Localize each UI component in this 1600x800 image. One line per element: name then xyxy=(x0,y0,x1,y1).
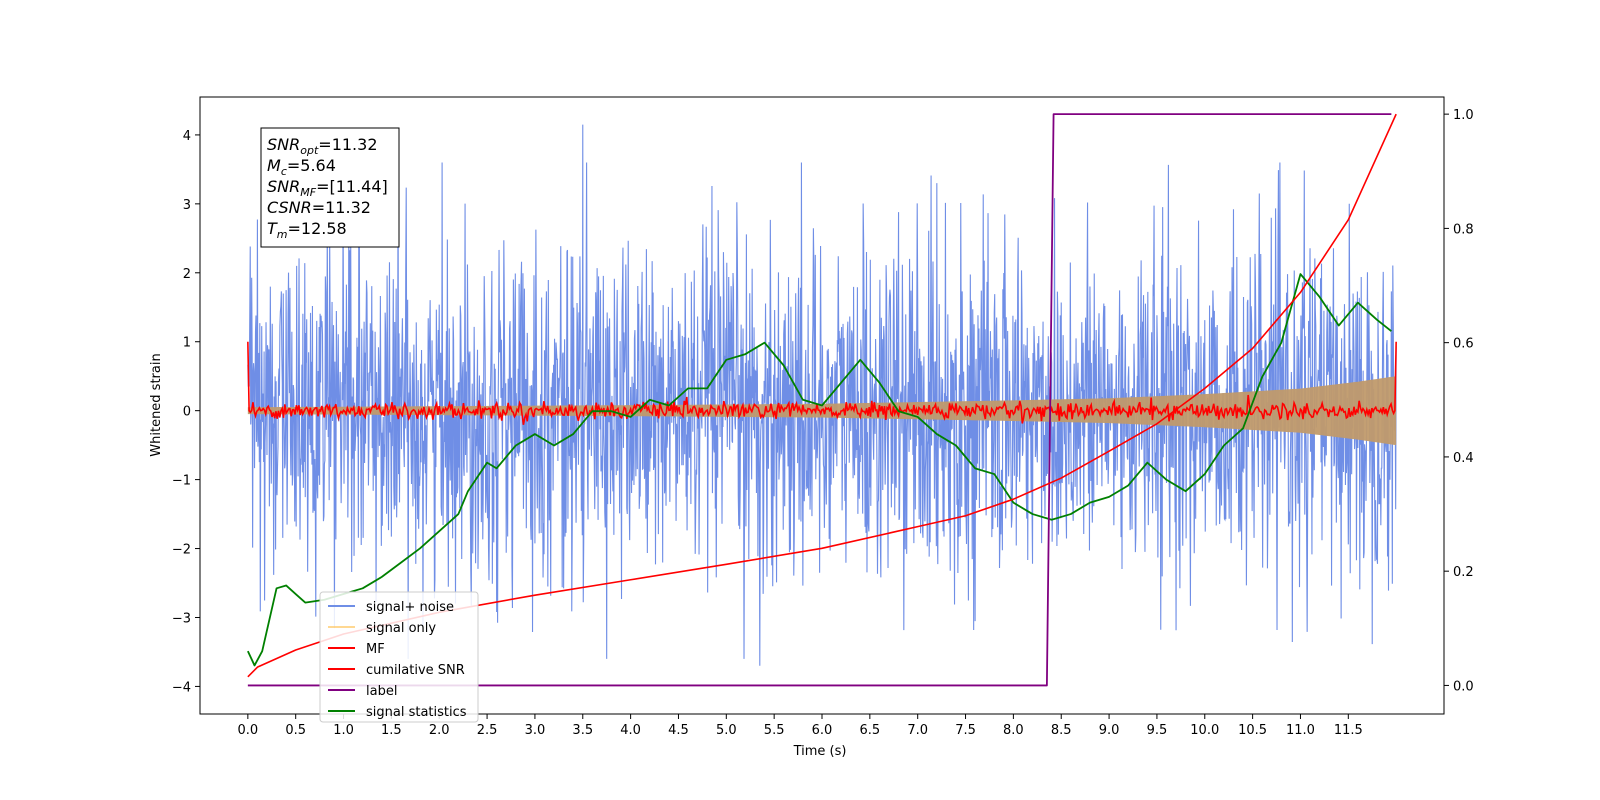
info-line: Mc=5.64 xyxy=(267,156,336,178)
y-axis-left: −4 −3 −2 −1 0 1 2 3 4 xyxy=(172,129,200,695)
y-axis-title: Whitened strain xyxy=(149,353,164,456)
x-tick-label: 0.5 xyxy=(285,723,306,738)
info-line: SNRopt=11.32 xyxy=(267,135,378,157)
y-tick-label: 3 xyxy=(183,198,191,213)
x-axis: 0.0 0.5 1.0 1.5 2.0 2.5 3.0 3.5 4.0 4.5 5.0 5.5 6.0 6… xyxy=(238,714,1363,738)
series-layer xyxy=(247,113,1397,687)
x-tick-label: 11.0 xyxy=(1286,723,1315,738)
x-tick-label: 8.0 xyxy=(1003,723,1024,738)
y-tick-label: −4 xyxy=(172,680,191,695)
y2-tick-label: 0.2 xyxy=(1453,565,1474,580)
x-tick-label: 8.5 xyxy=(1051,723,1072,738)
x-tick-label: 4.0 xyxy=(620,723,641,738)
x-tick-label: 7.0 xyxy=(907,723,928,738)
legend-frame xyxy=(319,591,479,723)
legend-entry: MF xyxy=(366,642,385,657)
y2-tick-label: 0.6 xyxy=(1453,337,1474,352)
series-signal-statistics xyxy=(247,273,1392,667)
x-tick-label: 1.5 xyxy=(381,723,402,738)
legend-entry: signal only xyxy=(366,621,436,636)
info-line: SNRMF=[11.44] xyxy=(267,177,388,199)
y2-tick-label: 0.4 xyxy=(1453,451,1474,466)
y-tick-label: 0 xyxy=(183,405,191,420)
x-tick-label: 5.0 xyxy=(716,723,737,738)
x-axis-title: Time (s) xyxy=(793,744,847,759)
x-tick-label: 6.5 xyxy=(860,723,881,738)
info-line-subscript: opt xyxy=(300,144,319,157)
x-tick-label: 2.0 xyxy=(429,723,450,738)
series-label xyxy=(247,113,1392,687)
x-tick-label: 9.0 xyxy=(1099,723,1120,738)
legend-entry: label xyxy=(366,684,397,699)
y-tick-label: 4 xyxy=(183,129,191,144)
info-line-symbol: CSNR xyxy=(267,198,312,217)
info-line-value: =[11.44] xyxy=(316,177,388,196)
x-tick-label: 7.5 xyxy=(955,723,976,738)
series-mf xyxy=(247,341,1397,425)
info-line: Tm=12.58 xyxy=(267,219,347,241)
legend-entry: signal statistics xyxy=(366,705,467,720)
series-signal-noise xyxy=(247,124,1397,666)
y-axis-right: 0.0 0.2 0.4 0.6 0.8 1.0 xyxy=(1444,108,1474,694)
y2-tick-label: 1.0 xyxy=(1453,108,1474,123)
x-tick-label: 2.5 xyxy=(477,723,498,738)
info-line-subscript: m xyxy=(277,228,288,241)
x-tick-label: 9.5 xyxy=(1147,723,1168,738)
info-line-symbol: SNR xyxy=(267,135,300,154)
info-line-subscript: MF xyxy=(300,186,316,199)
x-tick-label: 3.0 xyxy=(525,723,546,738)
y-tick-label: −1 xyxy=(172,474,191,489)
info-annotation-box: SNRopt=11.32Mc=5.64SNRMF=[11.44]CSNR=11.… xyxy=(260,127,400,248)
x-tick-label: 10.5 xyxy=(1238,723,1267,738)
x-tick-label: 3.5 xyxy=(572,723,593,738)
info-line-value: =12.58 xyxy=(288,219,347,238)
x-tick-label: 0.0 xyxy=(238,723,259,738)
x-tick-label: 4.5 xyxy=(668,723,689,738)
x-tick-label: 1.0 xyxy=(333,723,354,738)
info-line-value: =11.32 xyxy=(312,198,371,217)
x-tick-label: 6.0 xyxy=(812,723,833,738)
info-line: CSNR=11.32 xyxy=(267,198,371,217)
info-line-symbol: SNR xyxy=(267,177,300,196)
info-line-subscript: c xyxy=(281,165,287,178)
y-tick-label: 1 xyxy=(183,336,191,351)
y2-tick-label: 0.8 xyxy=(1453,222,1474,237)
legend-entry: signal+ noise xyxy=(366,600,454,615)
info-line-value: =5.64 xyxy=(287,156,336,175)
y-tick-label: −3 xyxy=(172,611,191,626)
info-line-symbol: T xyxy=(267,219,278,238)
x-tick-label: 11.5 xyxy=(1334,723,1363,738)
info-line-value: =11.32 xyxy=(318,135,377,154)
info-line-symbol: M xyxy=(267,156,281,175)
legend-entry: cumilative SNR xyxy=(366,663,465,678)
y-tick-label: −2 xyxy=(172,543,191,558)
info-box-frame xyxy=(260,127,400,248)
legend: signal+ noise signal only MF cumilative SNR… xyxy=(319,591,479,723)
y2-tick-label: 0.0 xyxy=(1453,679,1474,694)
x-tick-label: 5.5 xyxy=(764,723,785,738)
y-tick-label: 2 xyxy=(183,267,191,282)
x-tick-label: 10.0 xyxy=(1190,723,1219,738)
